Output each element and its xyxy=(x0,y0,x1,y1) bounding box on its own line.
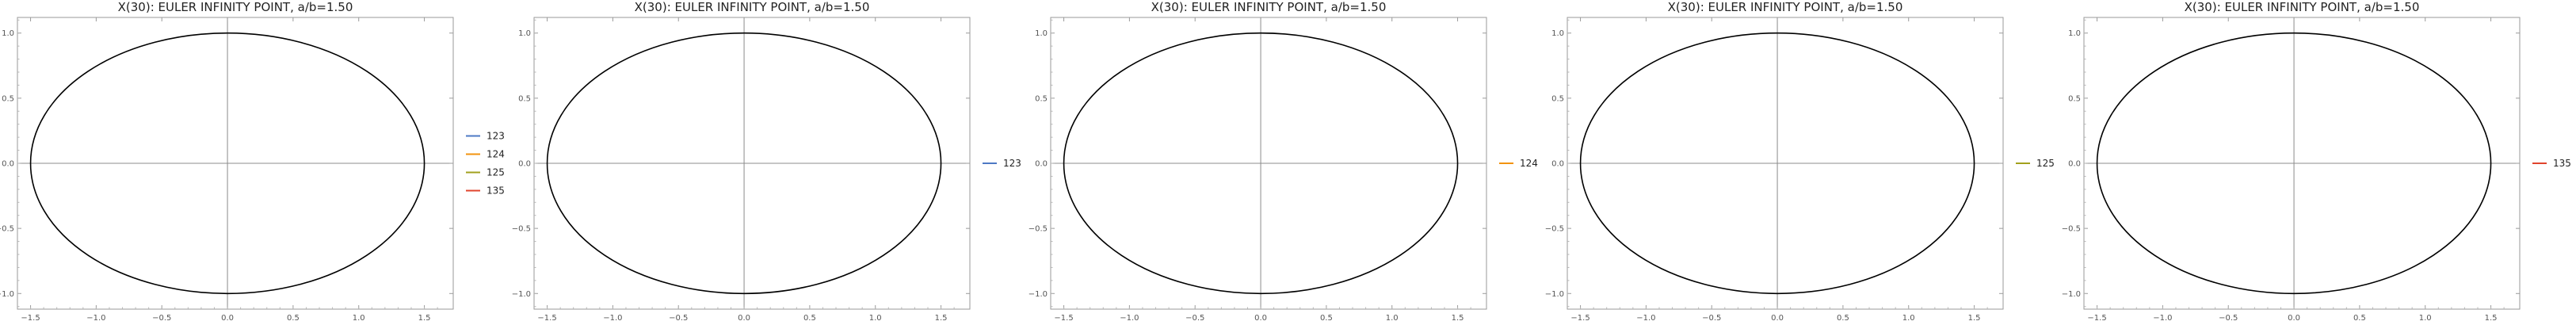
x-tick-label: −0.5 xyxy=(2219,314,2238,322)
x-tick-label: 1.5 xyxy=(935,314,948,322)
chart-title: X(30): EULER INFINITY POINT, a/b=1.50 xyxy=(635,0,870,14)
y-tick-label: 0.0 xyxy=(1551,160,1564,169)
x-tick-label: −1.0 xyxy=(1120,314,1139,322)
y-tick-label: 1.0 xyxy=(1551,29,1564,38)
legend-label: 135 xyxy=(487,185,505,197)
y-tick-label: 0.0 xyxy=(2068,160,2081,169)
x-tick-label: 0.5 xyxy=(1837,314,1849,322)
x-tick-label: 1.0 xyxy=(1386,314,1399,322)
y-tick-label: 1.0 xyxy=(2,29,14,38)
x-tick-label: 1.5 xyxy=(418,314,431,322)
x-tick-label: 1.0 xyxy=(353,314,365,322)
x-tick-label: −0.5 xyxy=(1185,314,1204,322)
y-tick-label: 0.0 xyxy=(518,160,531,169)
ellipse-curve xyxy=(546,32,942,295)
y-tick-label: 1.0 xyxy=(1035,29,1048,38)
x-tick-label: −0.5 xyxy=(669,314,688,322)
y-tick-label: 0.5 xyxy=(2068,94,2081,103)
ellipse-curve xyxy=(2096,32,2492,295)
chart-panel-5: X(30): EULER INFINITY POINT, a/b=1.50 −1.… xyxy=(2062,0,2571,323)
legend-label: 125 xyxy=(487,167,505,178)
y-tick-label: −1.0 xyxy=(2062,290,2081,299)
x-tick-label: 1.5 xyxy=(1968,314,1981,322)
x-tick-label: 1.5 xyxy=(1452,314,1464,322)
chart-panel-4: X(30): EULER INFINITY POINT, a/b=1.50 −1.… xyxy=(1545,0,2055,323)
y-tick-label: −0.5 xyxy=(2062,225,2081,234)
y-tick-label: −1.0 xyxy=(512,290,531,299)
y-tick-label: −1.0 xyxy=(1545,290,1564,299)
legend-label: 125 xyxy=(2036,158,2055,169)
y-tick-label: 0.0 xyxy=(2,160,14,169)
legend-label: 124 xyxy=(1520,158,1538,169)
x-tick-label: 0.5 xyxy=(2353,314,2366,322)
ellipse-curve xyxy=(1579,32,1975,295)
y-tick-label: 0.5 xyxy=(2,94,14,103)
y-tick-label: 0.0 xyxy=(1035,160,1048,169)
y-tick-label: −1.0 xyxy=(1028,290,1048,299)
chart-panel-1: X(30): EULER INFINITY POINT, a/b=1.50 −1.… xyxy=(0,0,505,323)
legend-label: 124 xyxy=(487,149,505,160)
x-tick-label: 0.0 xyxy=(738,314,750,322)
x-tick-label: −1.5 xyxy=(21,314,40,322)
x-tick-label: 0.0 xyxy=(2288,314,2300,322)
y-tick-label: 0.5 xyxy=(1551,94,1564,103)
y-tick-label: −1.0 xyxy=(0,290,14,299)
x-tick-label: 0.0 xyxy=(221,314,234,322)
x-tick-label: 0.5 xyxy=(803,314,816,322)
y-tick-label: 0.5 xyxy=(1035,94,1048,103)
x-tick-label: −1.0 xyxy=(603,314,622,322)
chart-title: X(30): EULER INFINITY POINT, a/b=1.50 xyxy=(1668,0,1903,14)
y-tick-label: −0.5 xyxy=(1028,225,1048,234)
chart-panel-3: X(30): EULER INFINITY POINT, a/b=1.50 −1.… xyxy=(1028,0,1538,323)
chart-title: X(30): EULER INFINITY POINT, a/b=1.50 xyxy=(2185,0,2420,14)
x-tick-label: −1.5 xyxy=(1570,314,1589,322)
x-tick-label: 1.0 xyxy=(1902,314,1915,322)
y-tick-label: −0.5 xyxy=(1545,225,1564,234)
chart-title: X(30): EULER INFINITY POINT, a/b=1.50 xyxy=(1151,0,1387,14)
y-tick-label: 0.5 xyxy=(518,94,531,103)
x-tick-label: 0.0 xyxy=(1771,314,1784,322)
x-tick-label: 1.0 xyxy=(2419,314,2432,322)
x-tick-label: 0.5 xyxy=(287,314,300,322)
x-tick-label: −1.0 xyxy=(2153,314,2172,322)
x-tick-label: −1.5 xyxy=(1054,314,1073,322)
x-tick-label: 1.0 xyxy=(869,314,882,322)
y-tick-label: 1.0 xyxy=(2068,29,2081,38)
chart-panel-2: X(30): EULER INFINITY POINT, a/b=1.50 −1.… xyxy=(512,0,1021,323)
x-tick-label: 0.5 xyxy=(1320,314,1333,322)
legend-label: 135 xyxy=(2553,158,2571,169)
ellipse-curve xyxy=(29,32,426,295)
x-tick-label: 1.5 xyxy=(2485,314,2498,322)
chart-title: X(30): EULER INFINITY POINT, a/b=1.50 xyxy=(118,0,353,14)
ellipse-curve xyxy=(1063,32,1459,295)
y-tick-label: −0.5 xyxy=(0,225,14,234)
x-tick-label: 0.0 xyxy=(1254,314,1267,322)
x-tick-label: −1.0 xyxy=(86,314,105,322)
x-tick-label: −1.5 xyxy=(537,314,556,322)
legend-label: 123 xyxy=(487,131,505,142)
x-tick-label: −1.5 xyxy=(2087,314,2106,322)
x-tick-label: −0.5 xyxy=(152,314,171,322)
legend-label: 123 xyxy=(1003,158,1021,169)
x-tick-label: −1.0 xyxy=(1636,314,1655,322)
y-tick-label: 1.0 xyxy=(518,29,531,38)
y-tick-label: −0.5 xyxy=(512,225,531,234)
x-tick-label: −0.5 xyxy=(1702,314,1721,322)
